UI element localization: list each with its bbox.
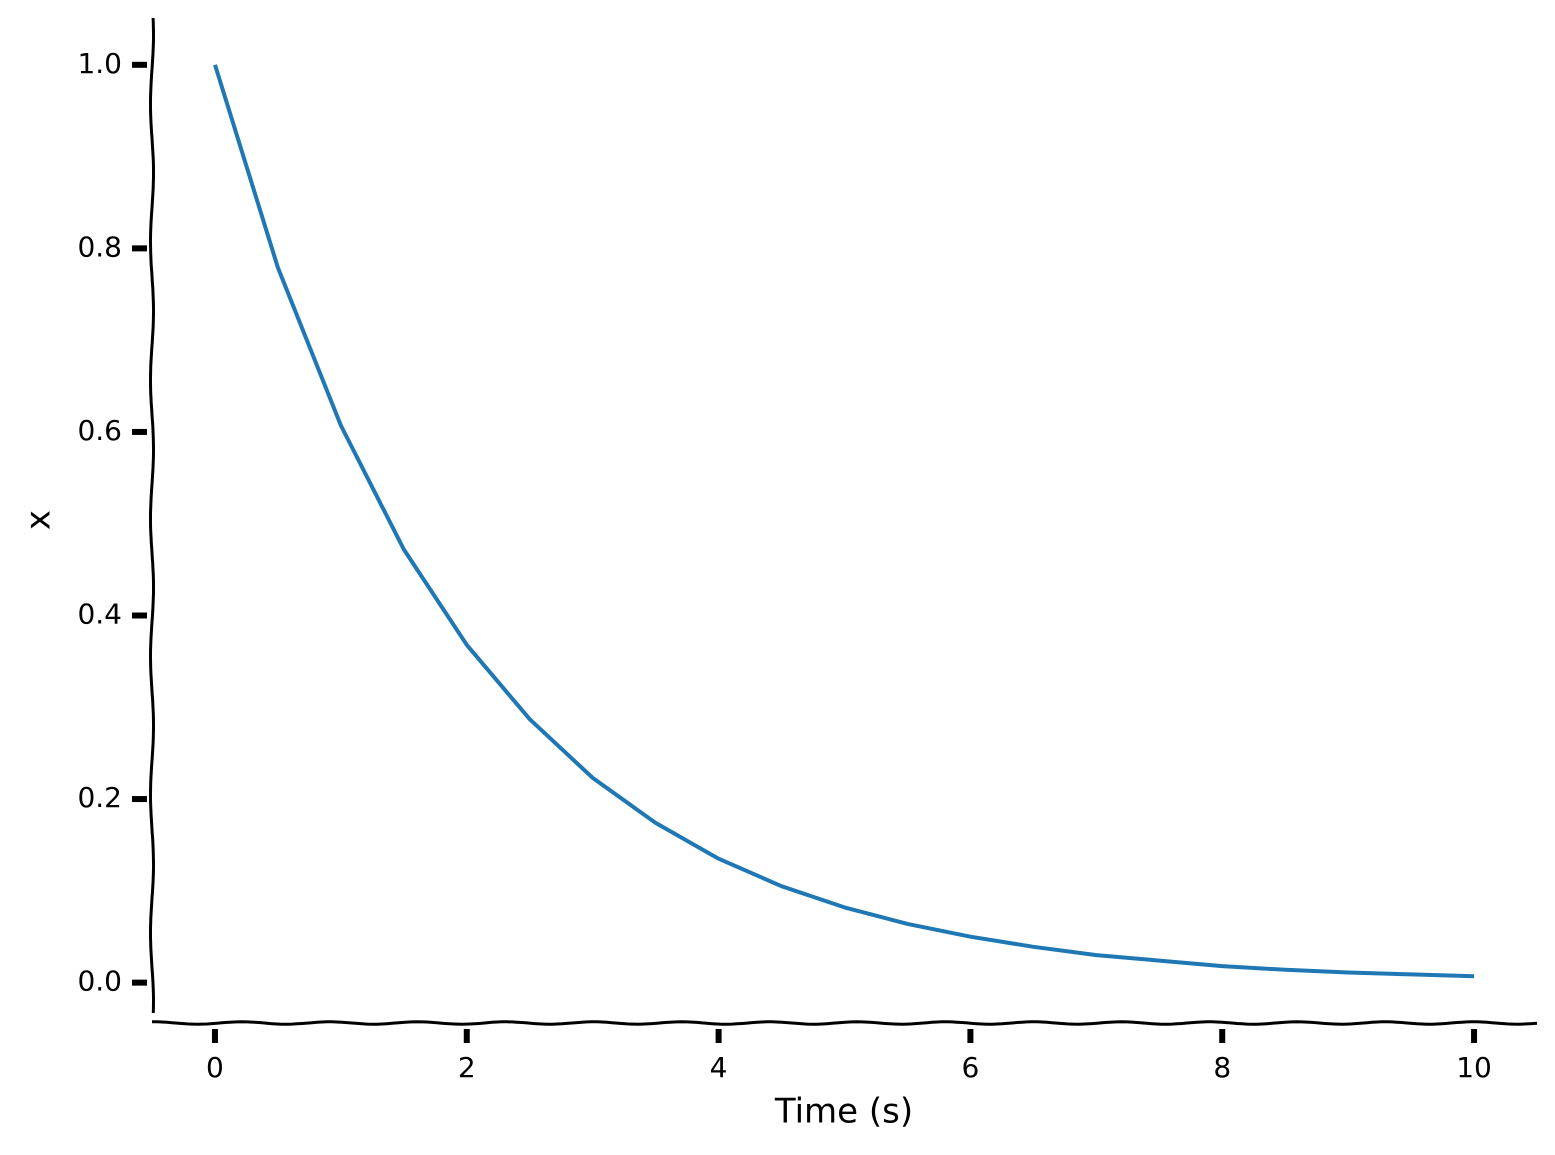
x-axis <box>152 1020 1538 1026</box>
data-line <box>213 64 1475 979</box>
x-tick-label: 0 <box>206 1051 224 1084</box>
x-axis-label: Time (s) <box>774 1092 913 1132</box>
y-tick-label: 0.0 <box>77 965 122 998</box>
x-tick-label: 8 <box>1213 1051 1231 1084</box>
y-axis-label: x <box>19 510 59 530</box>
x-tick-label: 2 <box>458 1051 476 1084</box>
y-tick-label: 0.2 <box>77 781 122 814</box>
y-tick-label: 0.6 <box>77 414 122 447</box>
x-tick-label: 6 <box>961 1051 979 1084</box>
y-tick-label: 0.8 <box>77 230 122 263</box>
x-tick-label: 10 <box>1456 1051 1492 1084</box>
y-tick-label: 0.4 <box>77 597 122 630</box>
x-tick-label: 4 <box>710 1051 728 1084</box>
y-tick-label: 1.0 <box>77 47 122 80</box>
y-axis <box>149 17 155 1014</box>
